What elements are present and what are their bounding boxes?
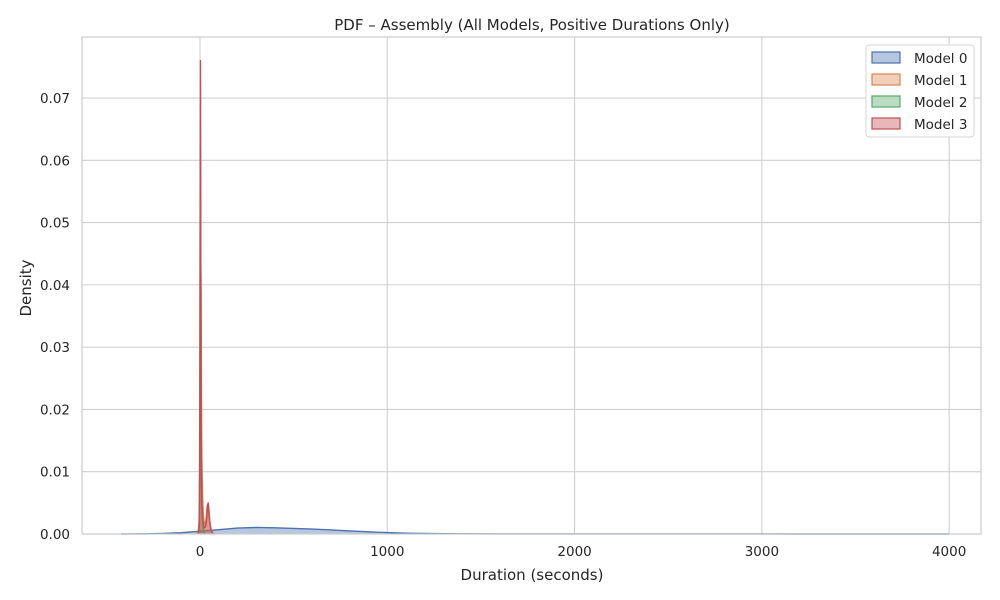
grid-lines — [82, 37, 981, 535]
legend-swatch — [871, 117, 901, 130]
model-0-density-area — [121, 527, 950, 534]
y-axis-label: Density — [17, 259, 35, 316]
x-tick-label: 1000 — [370, 544, 404, 560]
y-tick-label: 0.00 — [40, 527, 70, 543]
x-axis-label: Duration (seconds) — [461, 566, 604, 584]
chart-title: PDF – Assembly (All Models, Positive Dur… — [334, 16, 729, 34]
legend-label: Model 2 — [914, 95, 967, 111]
y-tick-label: 0.07 — [40, 91, 70, 107]
x-tick-label: 4000 — [932, 544, 966, 560]
x-tick-label: 2000 — [557, 544, 591, 560]
legend-swatch — [871, 95, 901, 108]
x-tick-label: 0 — [196, 544, 205, 560]
model-3-density-line — [197, 59, 214, 535]
y-tick-label: 0.05 — [40, 216, 70, 232]
legend-swatch — [871, 51, 901, 64]
series-layer — [121, 59, 950, 535]
plot-frame — [81, 36, 982, 535]
legend-label: Model 0 — [914, 51, 967, 67]
y-tick-label: 0.06 — [40, 153, 70, 169]
legend-box — [865, 44, 975, 138]
legend-swatch — [871, 73, 901, 86]
legend: Model 0 Model 1 Model 2 Model 3 — [865, 44, 975, 138]
x-tick-label: 3000 — [745, 544, 779, 560]
y-axis-ticks: 0.00 0.01 0.02 0.03 0.04 0.05 0.06 0.07 — [40, 91, 70, 543]
x-axis-ticks: 0 1000 2000 3000 4000 — [196, 544, 967, 560]
y-tick-label: 0.03 — [40, 340, 70, 356]
y-tick-label: 0.04 — [40, 278, 70, 294]
y-tick-label: 0.02 — [40, 402, 70, 418]
y-tick-label: 0.01 — [40, 465, 70, 481]
legend-label: Model 3 — [914, 117, 967, 133]
legend-label: Model 1 — [914, 73, 967, 89]
